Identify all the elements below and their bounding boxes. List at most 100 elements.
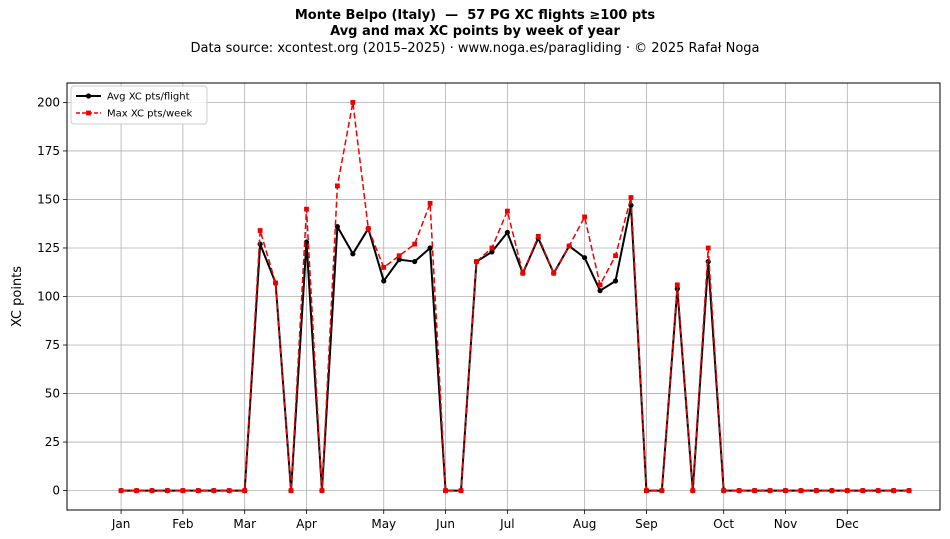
data-point bbox=[705, 245, 711, 251]
data-point bbox=[551, 270, 557, 276]
data-point bbox=[365, 226, 371, 231]
series-layer bbox=[118, 100, 912, 494]
series-1 bbox=[118, 202, 912, 494]
data-point bbox=[211, 488, 217, 493]
x-axis: Jan Feb Mar Apr May Jun Jul Aug Sep Oct Nov Dec bbox=[111, 510, 859, 531]
x-tick-label: Dec bbox=[836, 517, 859, 531]
data-point bbox=[582, 214, 588, 220]
data-point bbox=[721, 488, 727, 493]
data-point bbox=[566, 243, 572, 249]
data-point bbox=[396, 257, 402, 263]
legend-marker bbox=[85, 93, 92, 99]
data-point bbox=[489, 249, 495, 255]
x-tick-label: Jan bbox=[111, 517, 131, 531]
data-point bbox=[134, 488, 139, 493]
legend-box bbox=[70, 85, 208, 125]
grid-lines bbox=[67, 83, 940, 510]
data-point bbox=[257, 228, 263, 233]
x-tick-label: Feb bbox=[172, 517, 193, 531]
data-point bbox=[350, 251, 356, 257]
y-tick-label: 100 bbox=[37, 290, 60, 304]
x-tick-label: May bbox=[371, 517, 396, 531]
y-tick-label: 125 bbox=[37, 241, 60, 255]
y-tick-label: 25 bbox=[45, 435, 60, 449]
data-point bbox=[736, 488, 742, 493]
y-tick-label: 175 bbox=[37, 144, 60, 158]
x-tick-label: Apr bbox=[296, 517, 317, 531]
x-tick-label: Oct bbox=[713, 517, 734, 531]
x-tick-label: Sep bbox=[635, 517, 658, 531]
y-tick-label: 0 bbox=[52, 484, 60, 498]
data-point bbox=[412, 258, 418, 265]
data-point bbox=[350, 100, 356, 105]
data-point bbox=[504, 208, 510, 214]
data-point bbox=[474, 259, 479, 264]
data-point bbox=[489, 245, 495, 251]
legend-label: Max XC pts/week bbox=[107, 109, 192, 120]
y-tick-label: 150 bbox=[37, 192, 60, 206]
data-point bbox=[813, 488, 819, 493]
x-tick-label: Mar bbox=[233, 517, 256, 531]
legend-label: Avg XC pts/flight bbox=[107, 92, 190, 103]
data-point bbox=[304, 206, 309, 212]
chart-title-line1: Monte Belpo (Italy) — 57 PG XC flights ≥… bbox=[294, 8, 656, 23]
data-point bbox=[520, 270, 526, 276]
y-tick-label: 75 bbox=[45, 338, 60, 352]
data-point bbox=[504, 229, 510, 236]
data-point bbox=[288, 488, 294, 493]
data-point bbox=[242, 488, 248, 493]
data-point bbox=[427, 245, 433, 251]
data-point bbox=[674, 282, 680, 288]
data-point bbox=[597, 288, 603, 294]
data-point bbox=[906, 488, 912, 493]
x-tick-label: Aug bbox=[573, 517, 596, 531]
data-point bbox=[458, 488, 464, 493]
data-point bbox=[891, 488, 897, 493]
x-tick-label: Nov bbox=[774, 517, 797, 531]
data-point bbox=[644, 488, 649, 493]
chart-titles: Monte Belpo (Italy) — 57 PG XC flights ≥… bbox=[0, 8, 950, 57]
chart-title-line2: Avg and max XC points by week of year bbox=[330, 24, 620, 39]
legend: Avg XC pts/flight Max XC pts/week bbox=[70, 85, 208, 125]
data-point bbox=[195, 488, 201, 493]
data-point bbox=[612, 278, 619, 284]
data-point bbox=[844, 488, 850, 493]
data-point bbox=[783, 488, 788, 493]
data-point bbox=[628, 195, 634, 200]
data-point bbox=[396, 253, 402, 259]
x-tick-label: Jun bbox=[435, 517, 455, 531]
series-2 bbox=[118, 100, 912, 493]
data-point bbox=[767, 488, 773, 493]
data-point bbox=[165, 488, 170, 493]
data-point bbox=[319, 488, 325, 493]
data-point bbox=[690, 488, 696, 493]
data-point bbox=[226, 488, 232, 493]
data-point bbox=[381, 278, 387, 284]
y-tick-label: 200 bbox=[37, 95, 60, 109]
data-point bbox=[443, 488, 448, 493]
data-point bbox=[149, 488, 155, 493]
data-point bbox=[535, 233, 541, 239]
data-point bbox=[381, 264, 387, 270]
y-axis: 0 25 50 75 100 125 150 175 200 bbox=[37, 95, 67, 498]
data-point bbox=[118, 488, 124, 493]
y-axis-label: XC points bbox=[10, 266, 25, 327]
data-point bbox=[582, 255, 588, 261]
data-point bbox=[798, 488, 804, 493]
data-point bbox=[273, 280, 278, 286]
x-tick-label: Jul bbox=[499, 517, 514, 531]
data-point bbox=[860, 488, 866, 493]
data-point bbox=[659, 488, 665, 493]
y-tick-label: 50 bbox=[45, 387, 60, 401]
data-point bbox=[180, 488, 186, 493]
data-point bbox=[875, 488, 881, 493]
data-point bbox=[412, 241, 418, 247]
series-line bbox=[121, 101, 910, 492]
data-point bbox=[597, 282, 603, 288]
data-point bbox=[613, 253, 618, 259]
data-point bbox=[334, 183, 340, 189]
data-point bbox=[427, 200, 433, 206]
legend-marker bbox=[86, 110, 91, 116]
chart-subtitle: Data source: xcontest.org (2015–2025) · … bbox=[190, 41, 760, 56]
